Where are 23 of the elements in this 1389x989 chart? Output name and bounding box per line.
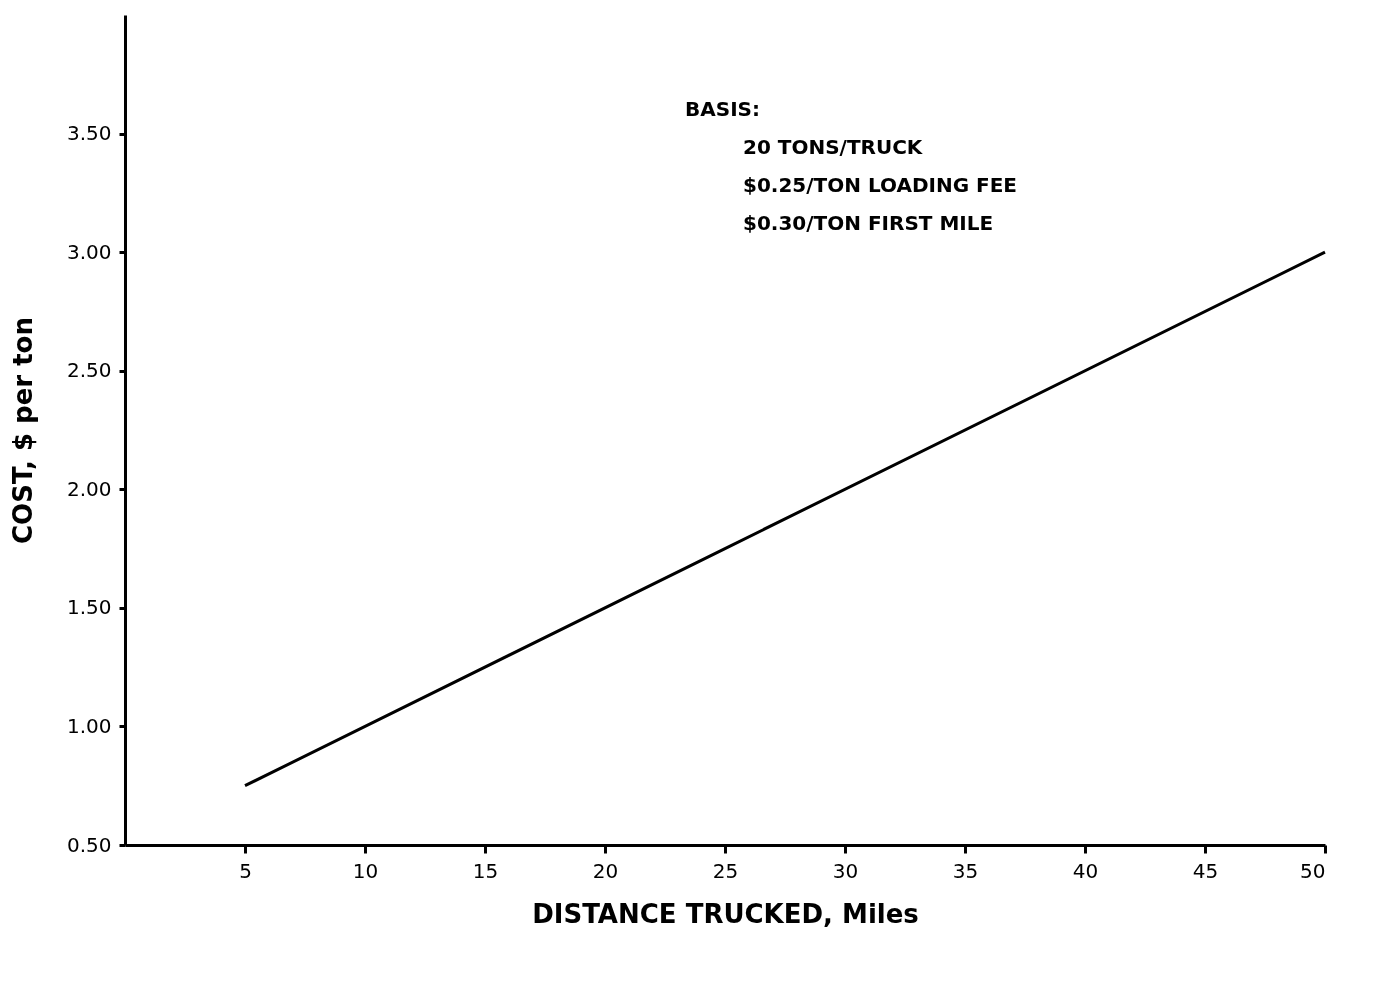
annotation: BASIS: (685, 97, 760, 121)
y-axis-title: COST, $ per ton (7, 317, 38, 544)
annotation: 20 TONS/TRUCK (743, 135, 924, 159)
x-tick-label: 25 (712, 858, 739, 883)
x-tick-label: 20 (592, 858, 619, 883)
annotation: $0.25/TON LOADING FEE (743, 173, 1018, 197)
y-tick-label: 2.50 (66, 358, 112, 383)
x-tick-label: 5 (239, 858, 252, 883)
x-tick-label: 30 (832, 858, 859, 883)
y-tick-label: 1.50 (66, 595, 112, 620)
x-tick-label: 50 (1300, 858, 1326, 883)
annotation: $0.30/TON FIRST MILE (743, 211, 994, 235)
x-axis-title: DISTANCE TRUCKED, Miles (532, 898, 919, 929)
x-tick-label: 45 (1192, 858, 1219, 883)
y-tick-label: 3.00 (66, 239, 112, 264)
x-tick-label: 10 (352, 858, 379, 883)
x-tick-label: 15 (472, 858, 499, 883)
y-tick-label: 3.50 (66, 121, 112, 146)
y-tick-label: 1.00 (66, 713, 112, 738)
x-tick-label: 35 (952, 858, 979, 883)
y-tick-label: 2.00 (66, 476, 112, 501)
y-tick-label: 0.50 (66, 832, 112, 857)
x-tick-label: 40 (1072, 858, 1099, 883)
